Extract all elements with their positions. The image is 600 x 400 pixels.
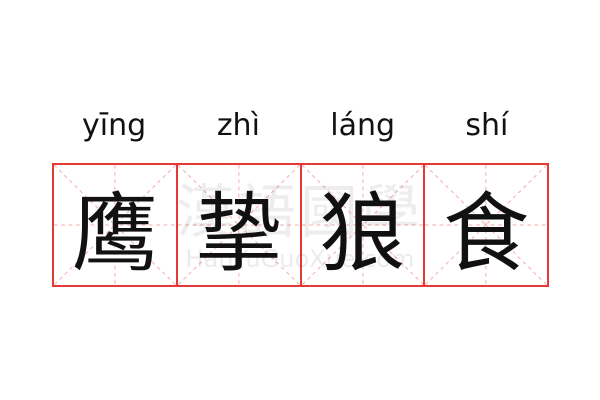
- character-3: 狼: [319, 183, 406, 284]
- character-cell: 挚: [177, 165, 302, 285]
- character-cell: 鹰: [54, 165, 178, 285]
- character-4: 食: [443, 183, 530, 284]
- character-1: 鹰: [71, 183, 158, 284]
- character-2: 挚: [195, 183, 282, 284]
- tian-grid-guide: [301, 165, 424, 285]
- tian-grid-guide: [54, 165, 176, 285]
- character-cell: 食: [425, 165, 547, 285]
- pinyin-3: láng: [330, 108, 396, 143]
- pinyin-4: shí: [465, 108, 509, 143]
- tian-grid-guide: [177, 165, 300, 285]
- character-cell: 狼: [301, 165, 426, 285]
- pinyin-1: yīng: [82, 108, 147, 143]
- pinyin-row: yīng zhì láng shí: [52, 104, 549, 148]
- tian-grid-guide: [425, 165, 547, 285]
- pinyin-2: zhì: [216, 108, 260, 143]
- character-grid: 鹰 挚 狼 食: [52, 163, 549, 287]
